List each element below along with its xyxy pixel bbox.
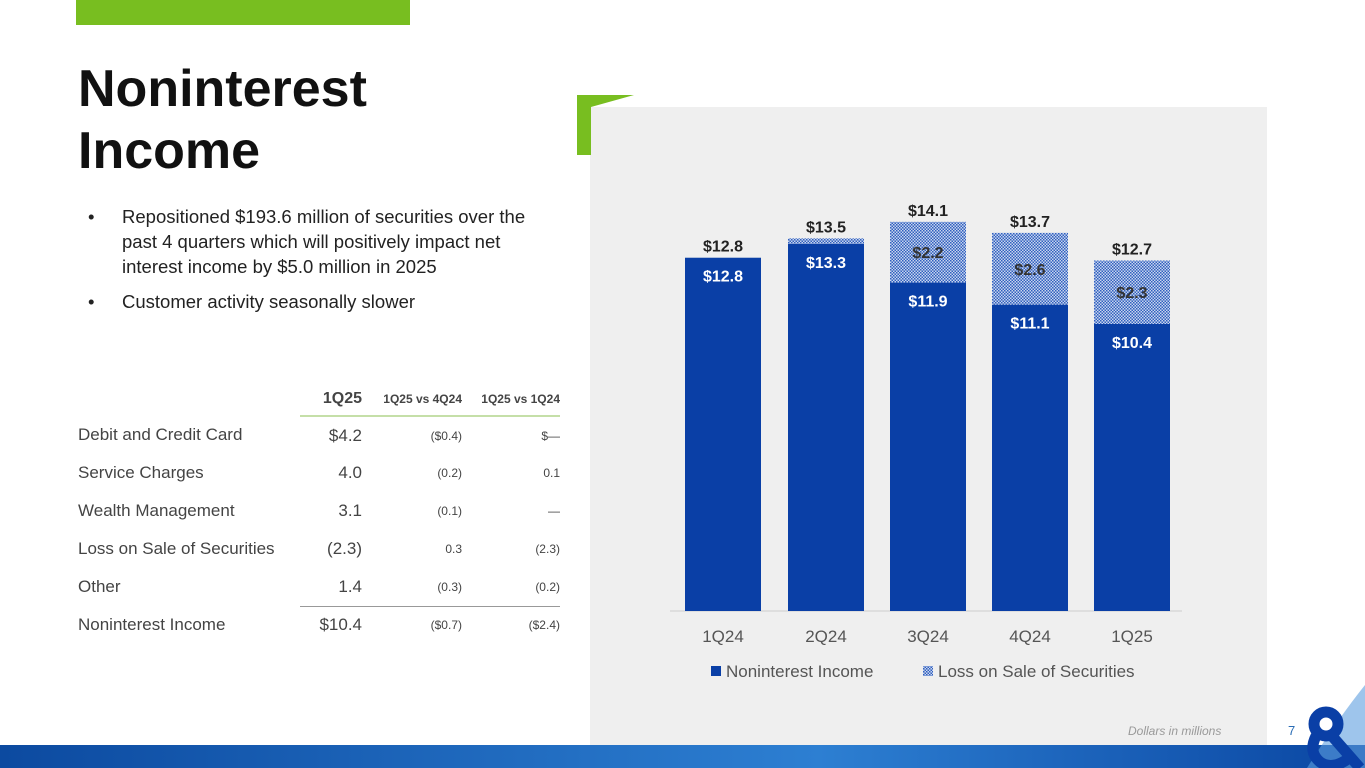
- bottom-bar: [0, 745, 1365, 768]
- x-tick-label: 1Q25: [1111, 627, 1153, 646]
- bar-label: $10.4: [1112, 335, 1152, 352]
- bar-noninterest-income: [1094, 323, 1170, 611]
- value-vs-4q24: (0.1): [437, 504, 462, 518]
- col-header: 1Q25 vs 4Q24: [362, 382, 462, 417]
- value-vs-1q24: (0.2): [462, 568, 560, 607]
- value-vs-1q24: (2.3): [535, 542, 560, 556]
- bar-label: $2.6: [1014, 262, 1045, 279]
- total-label: $14.1: [908, 203, 948, 220]
- value-vs-1q24: —: [548, 504, 560, 518]
- legend-label: Loss on Sale of Securities: [938, 662, 1135, 681]
- row-label: Noninterest Income: [78, 615, 226, 634]
- value-vs-1q24: 0.1: [543, 466, 560, 480]
- page-number: 7: [1288, 723, 1296, 738]
- ampersand-logo: [1307, 685, 1365, 768]
- bullet-item: Repositioned $193.6 million of securitie…: [88, 204, 528, 279]
- row-label: Debit and Credit Card: [78, 425, 243, 444]
- value-vs-4q24: ($0.7): [430, 618, 462, 633]
- value-1q25: $4.2: [328, 425, 362, 445]
- value-1q25: 1.4: [300, 568, 362, 607]
- x-tick-label: 2Q24: [805, 627, 847, 646]
- value-vs-4q24: (0.2): [437, 466, 462, 480]
- value-1q25: $10.4: [319, 615, 362, 635]
- bar-label: $2.2: [912, 245, 943, 262]
- value-vs-4q24: ($0.4): [430, 428, 462, 443]
- table-row: Debit and Credit Card $4.2 ($0.4) $—: [78, 416, 560, 454]
- bar-label: $11.9: [908, 294, 947, 311]
- legend-swatch: [711, 666, 721, 676]
- total-label: $12.8: [703, 239, 743, 256]
- table-row: Other 1.4 (0.3) (0.2): [78, 568, 560, 607]
- value-1q25: 3.1: [338, 501, 362, 520]
- bar-label: $11.1: [1010, 316, 1049, 333]
- value-vs-4q24: 0.3: [445, 542, 462, 556]
- accent-bar: [76, 0, 410, 25]
- total-label: $12.7: [1112, 241, 1152, 258]
- legend-label: Noninterest Income: [726, 662, 873, 681]
- row-label: Other: [78, 577, 121, 596]
- bar-label: $12.8: [703, 269, 743, 286]
- bar-noninterest-income: [788, 243, 864, 612]
- total-label: $13.5: [806, 219, 846, 236]
- x-tick-label: 4Q24: [1009, 627, 1051, 646]
- bar-label: $2.3: [1116, 285, 1147, 302]
- corner-accent: [577, 95, 634, 155]
- footnote: Dollars in millions: [1128, 724, 1222, 738]
- total-label: $13.7: [1010, 214, 1050, 231]
- bullet-list: Repositioned $193.6 million of securitie…: [88, 204, 528, 324]
- bar-loss-on-sale: [992, 232, 1068, 305]
- value-vs-4q24: (0.3): [362, 568, 462, 607]
- legend-swatch: [923, 666, 933, 676]
- bar-loss-on-sale: [788, 238, 864, 244]
- bar-noninterest-income: [890, 282, 966, 611]
- value-vs-1q24: ($2.4): [528, 618, 560, 633]
- value-1q25: 4.0: [338, 463, 362, 482]
- table-header: 1Q25 1Q25 vs 4Q24 1Q25 vs 1Q24: [78, 382, 560, 417]
- bar-noninterest-income: [685, 257, 761, 611]
- row-label: Wealth Management: [78, 501, 235, 520]
- row-label: Loss on Sale of Securities: [78, 539, 275, 558]
- col-header: 1Q25: [300, 382, 362, 417]
- table-row: Wealth Management 3.1 (0.1) —: [78, 492, 560, 530]
- income-table: 1Q25 1Q25 vs 4Q24 1Q25 vs 1Q24 Debit and C…: [78, 382, 560, 644]
- value-1q25: (2.3): [327, 539, 362, 558]
- table-row: Loss on Sale of Securities (2.3) 0.3 (2.3): [78, 530, 560, 568]
- col-header: 1Q25 vs 1Q24: [462, 382, 560, 417]
- bullet-item: Customer activity seasonally slower: [88, 289, 528, 314]
- table-row: Service Charges 4.0 (0.2) 0.1: [78, 454, 560, 492]
- value-vs-1q24: $—: [541, 428, 560, 443]
- x-tick-label: 3Q24: [907, 627, 949, 646]
- table-row: Noninterest Income $10.4 ($0.7) ($2.4): [78, 606, 560, 644]
- bar-loss-on-sale: [890, 221, 966, 283]
- stacked-bar-chart: $12.8 $12.8 1Q24 $13.3 $13.5 2Q24 $11.9 $2.2 $14…: [670, 203, 1182, 681]
- row-label: Service Charges: [78, 463, 204, 482]
- bar-loss-on-sale: [1094, 260, 1170, 324]
- bar-label: $13.3: [806, 255, 846, 272]
- bar-noninterest-income: [992, 304, 1068, 611]
- x-tick-label: 1Q24: [702, 627, 744, 646]
- page-title: Noninterest Income: [78, 60, 367, 180]
